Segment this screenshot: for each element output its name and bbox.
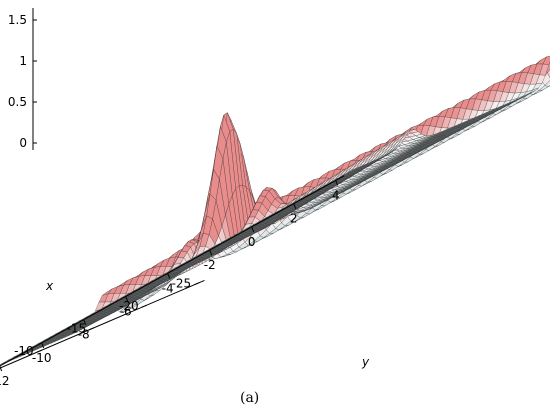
y-tick-label-1: -10 xyxy=(32,351,52,365)
y-tick-label-2: -8 xyxy=(78,328,90,342)
x-axis-label: x xyxy=(45,279,54,293)
y-tick-label-0: -12 xyxy=(0,374,10,388)
y-tick-label-4: -4 xyxy=(162,281,174,295)
x-tick-mark-2 xyxy=(89,328,94,330)
y-tick-label-3: -6 xyxy=(120,305,132,319)
x-tick-label-0: -25 xyxy=(172,277,192,291)
z-tick-label-2: 1 xyxy=(19,54,27,68)
x-tick-mark-0 xyxy=(194,283,199,285)
z-tick-label-3: 1.5 xyxy=(8,13,27,27)
x-tick-label-3: -10 xyxy=(14,344,34,358)
y-axis-label: y xyxy=(361,355,370,369)
figure-caption: (a) xyxy=(240,390,259,406)
x-axis-line xyxy=(0,280,204,372)
y-tick-mark-0 xyxy=(0,366,2,371)
z-tick-label-1: 0.5 xyxy=(8,95,27,109)
x-tick-mark-1 xyxy=(142,305,147,307)
y-tick-label-8: 4 xyxy=(332,189,340,203)
y-tick-label-7: 2 xyxy=(290,212,298,226)
z-tick-label-0: 0 xyxy=(19,136,27,150)
y-tick-label-6: 0 xyxy=(248,235,256,249)
y-tick-label-5: -2 xyxy=(204,258,216,272)
